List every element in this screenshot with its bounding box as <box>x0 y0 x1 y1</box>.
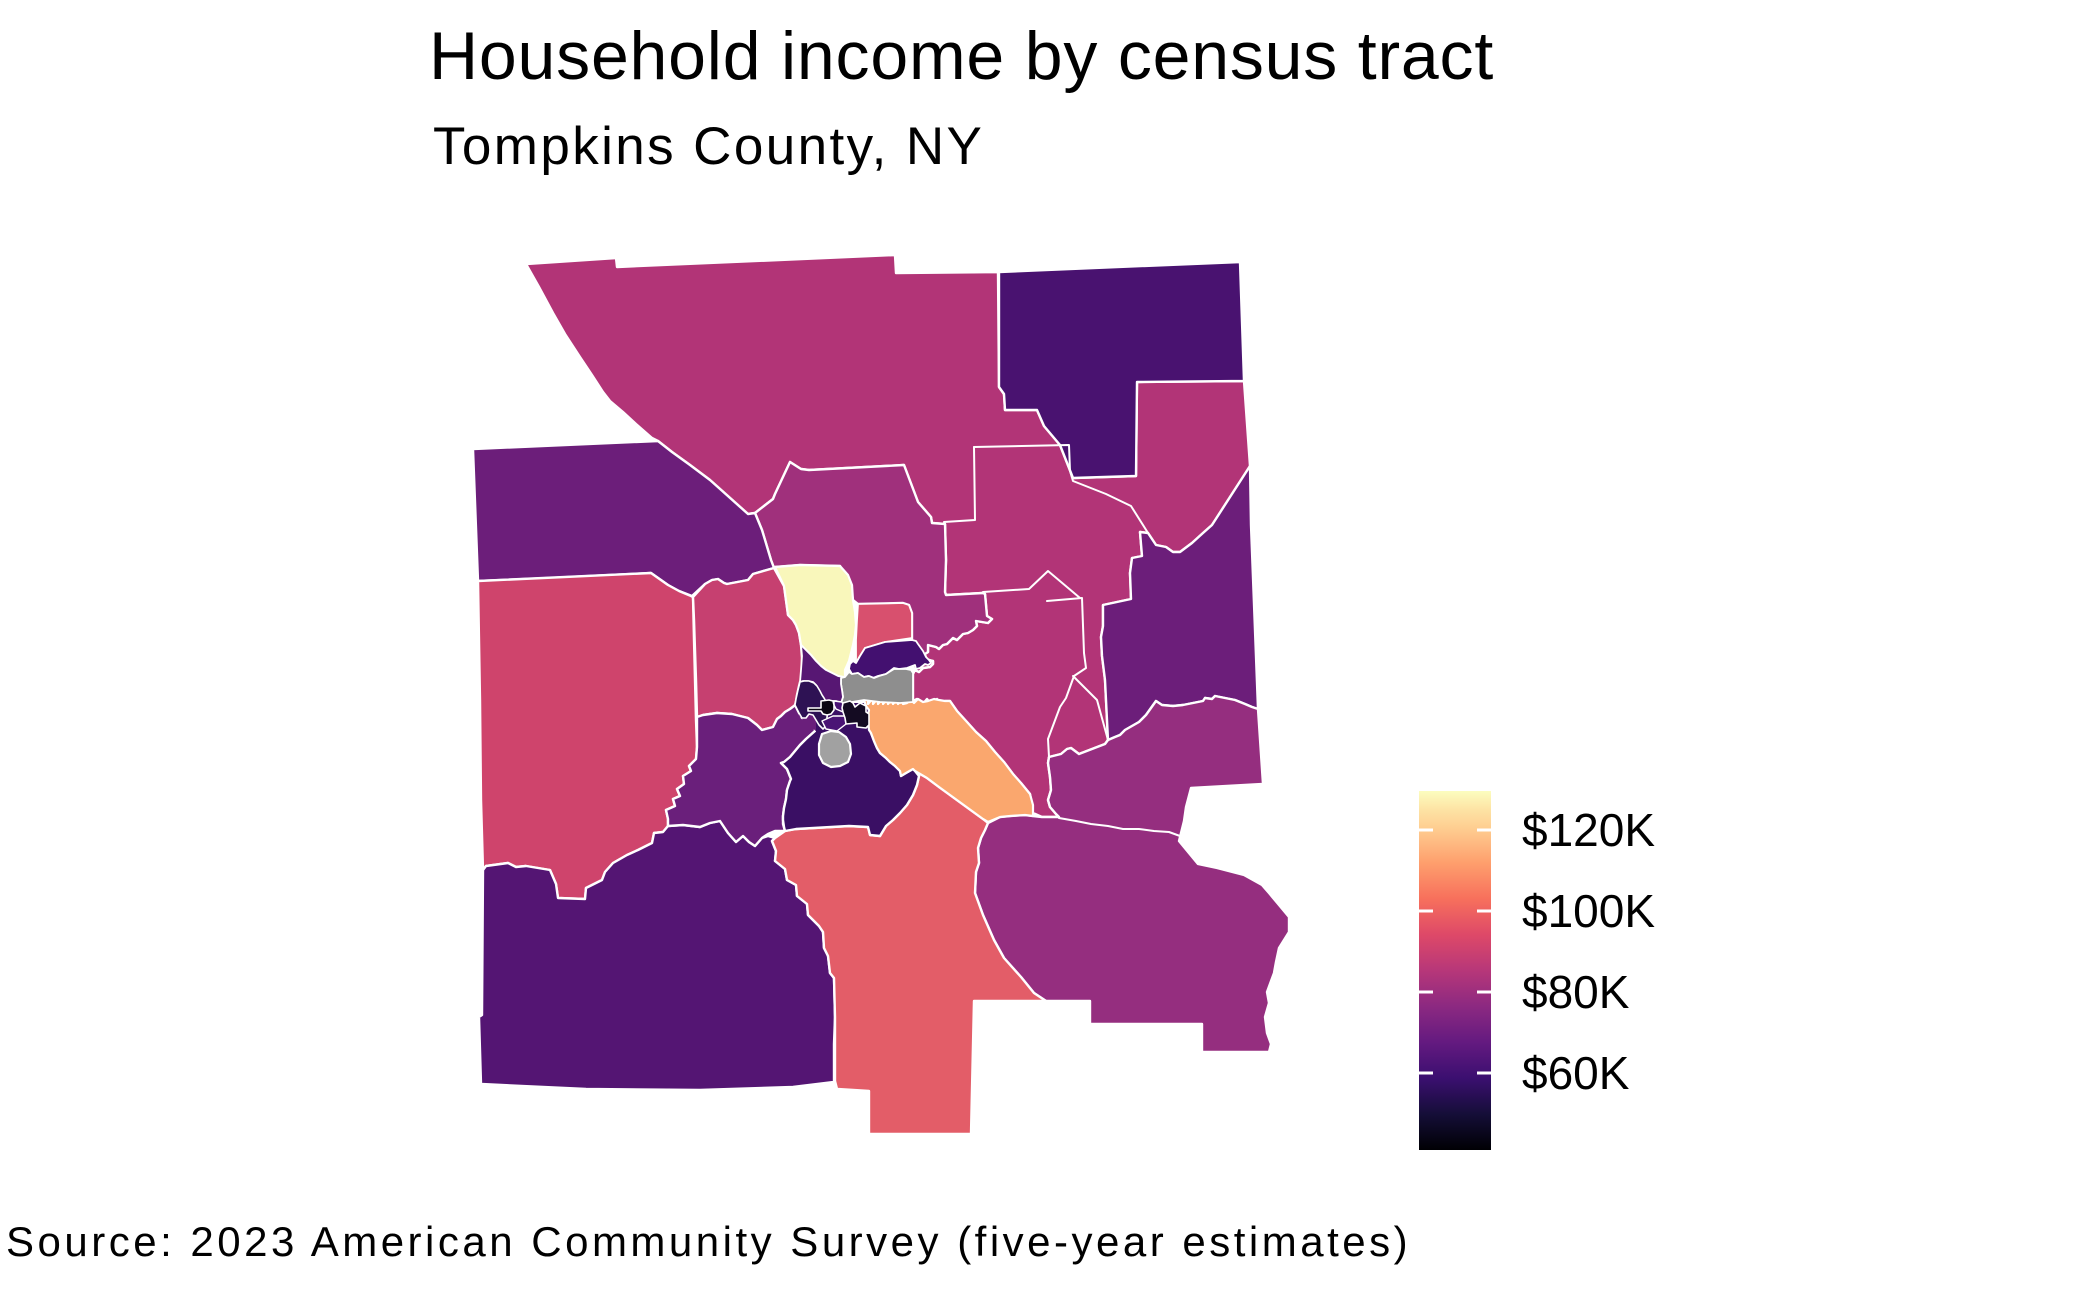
svg-text:Source: 2023 American Communit: Source: 2023 American Community Survey (… <box>6 1218 1411 1265</box>
svg-text:$120K: $120K <box>1522 804 1655 856</box>
svg-text:$100K: $100K <box>1522 885 1655 937</box>
svg-text:$60K: $60K <box>1522 1047 1630 1099</box>
svg-text:Tompkins County, NY: Tompkins County, NY <box>433 117 984 176</box>
svg-text:Household income by census tra: Household income by census tract <box>429 18 1494 94</box>
svg-text:$80K: $80K <box>1522 966 1630 1018</box>
